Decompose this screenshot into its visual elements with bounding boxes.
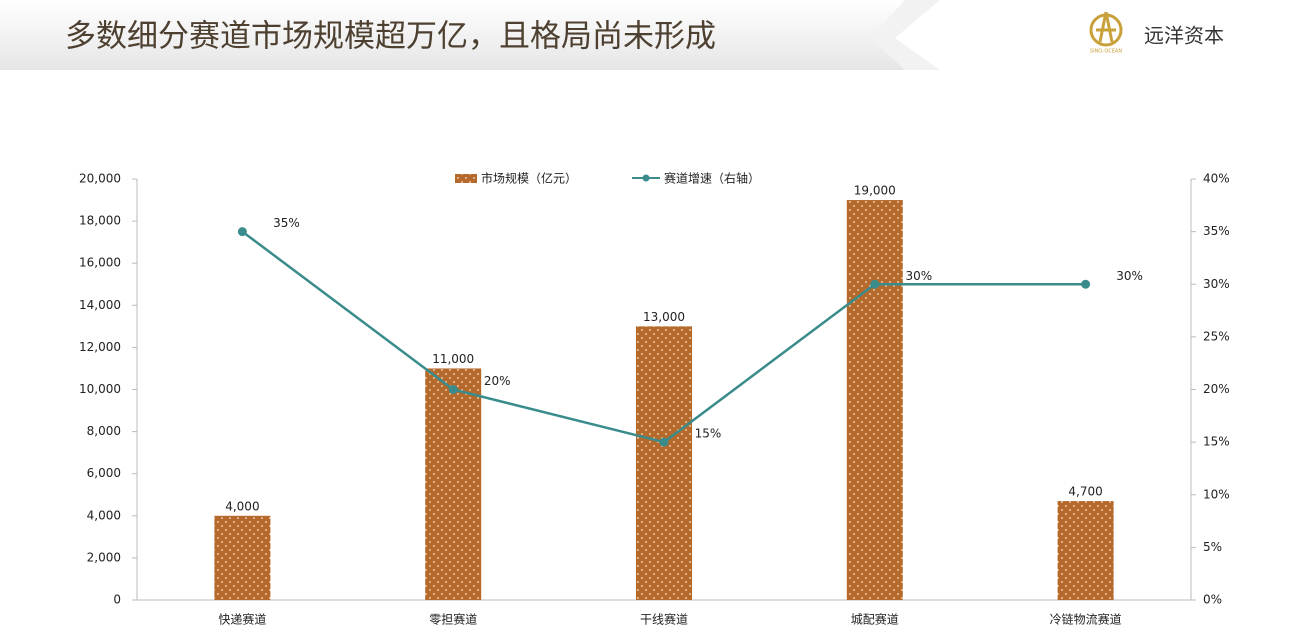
y2-tick-label: 5% xyxy=(1203,540,1222,554)
x-tick-label: 城配赛道 xyxy=(851,612,899,627)
line-marker xyxy=(870,279,880,289)
header-band xyxy=(0,0,940,70)
y2-tick-label: 20% xyxy=(1203,382,1230,396)
y2-tick-label: 25% xyxy=(1203,329,1230,343)
y2-tick-label: 40% xyxy=(1203,172,1230,186)
bar xyxy=(1057,501,1114,600)
y-tick-label: 20,000 xyxy=(79,172,121,186)
line-value-label: 30% xyxy=(905,269,932,283)
y-tick-label: 14,000 xyxy=(79,298,121,312)
line-value-label: 15% xyxy=(695,427,722,441)
bar-value-label: 13,000 xyxy=(643,310,685,324)
bar-value-label: 4,700 xyxy=(1068,485,1102,499)
x-tick-label: 零担赛道 xyxy=(429,612,477,627)
line-marker xyxy=(237,227,247,237)
line-marker xyxy=(448,385,458,394)
y-tick-label: 4,000 xyxy=(87,508,121,522)
y-tick-label: 10,000 xyxy=(79,382,121,396)
bar-value-label: 19,000 xyxy=(854,184,896,198)
y-tick-label: 8,000 xyxy=(87,424,121,438)
x-tick-label: 冷链物流赛道 xyxy=(1050,612,1122,627)
legend-swatch xyxy=(455,174,477,183)
line-marker xyxy=(1081,279,1091,289)
chart: 0 2,000 4,000 6,000 8,000 10,000 12,000 14,000 1… xyxy=(79,171,1230,627)
bar xyxy=(636,326,692,600)
legend-marker xyxy=(642,174,650,182)
legend-label: 赛道增速（右轴） xyxy=(664,171,760,186)
logo-emblem-inner xyxy=(1096,11,1116,43)
line-value-label: 30% xyxy=(1116,269,1143,283)
bar xyxy=(846,200,903,601)
y2-tick-label: 10% xyxy=(1203,487,1230,501)
y2-tick-label: 35% xyxy=(1203,224,1230,238)
y-tick-label: 18,000 xyxy=(79,214,121,228)
logo-text: 远洋资本 xyxy=(1144,24,1224,48)
y-tick-label: 6,000 xyxy=(87,466,121,480)
slide-title: 多数细分赛道市场规模超万亿，且格局尚未形成 xyxy=(65,19,716,55)
y-tick-label: 0 xyxy=(113,593,121,607)
line-value-label: 35% xyxy=(273,216,300,230)
bar-value-label: 4,000 xyxy=(225,499,259,513)
header-chevron xyxy=(870,0,940,70)
x-tick-label: 干线赛道 xyxy=(640,612,688,627)
bar-value-label: 11,000 xyxy=(432,352,474,366)
y-tick-label: 16,000 xyxy=(79,256,121,270)
y-tick-label: 12,000 xyxy=(79,340,121,354)
line-value-label: 20% xyxy=(484,374,511,388)
y2-tick-label: 30% xyxy=(1203,277,1230,291)
line-marker xyxy=(659,437,669,447)
bar xyxy=(214,515,271,600)
logo-caption: SINO-OCEAN xyxy=(1090,49,1122,55)
x-tick-label: 快递赛道 xyxy=(218,612,266,627)
y2-tick-label: 15% xyxy=(1203,435,1230,449)
logo: SINO-OCEAN 远洋资本 xyxy=(1089,11,1224,55)
y2-tick-label: 0% xyxy=(1203,593,1222,607)
legend-label: 市场规模（亿元） xyxy=(481,171,577,186)
bar xyxy=(425,368,482,600)
y-tick-label: 2,000 xyxy=(87,550,121,564)
